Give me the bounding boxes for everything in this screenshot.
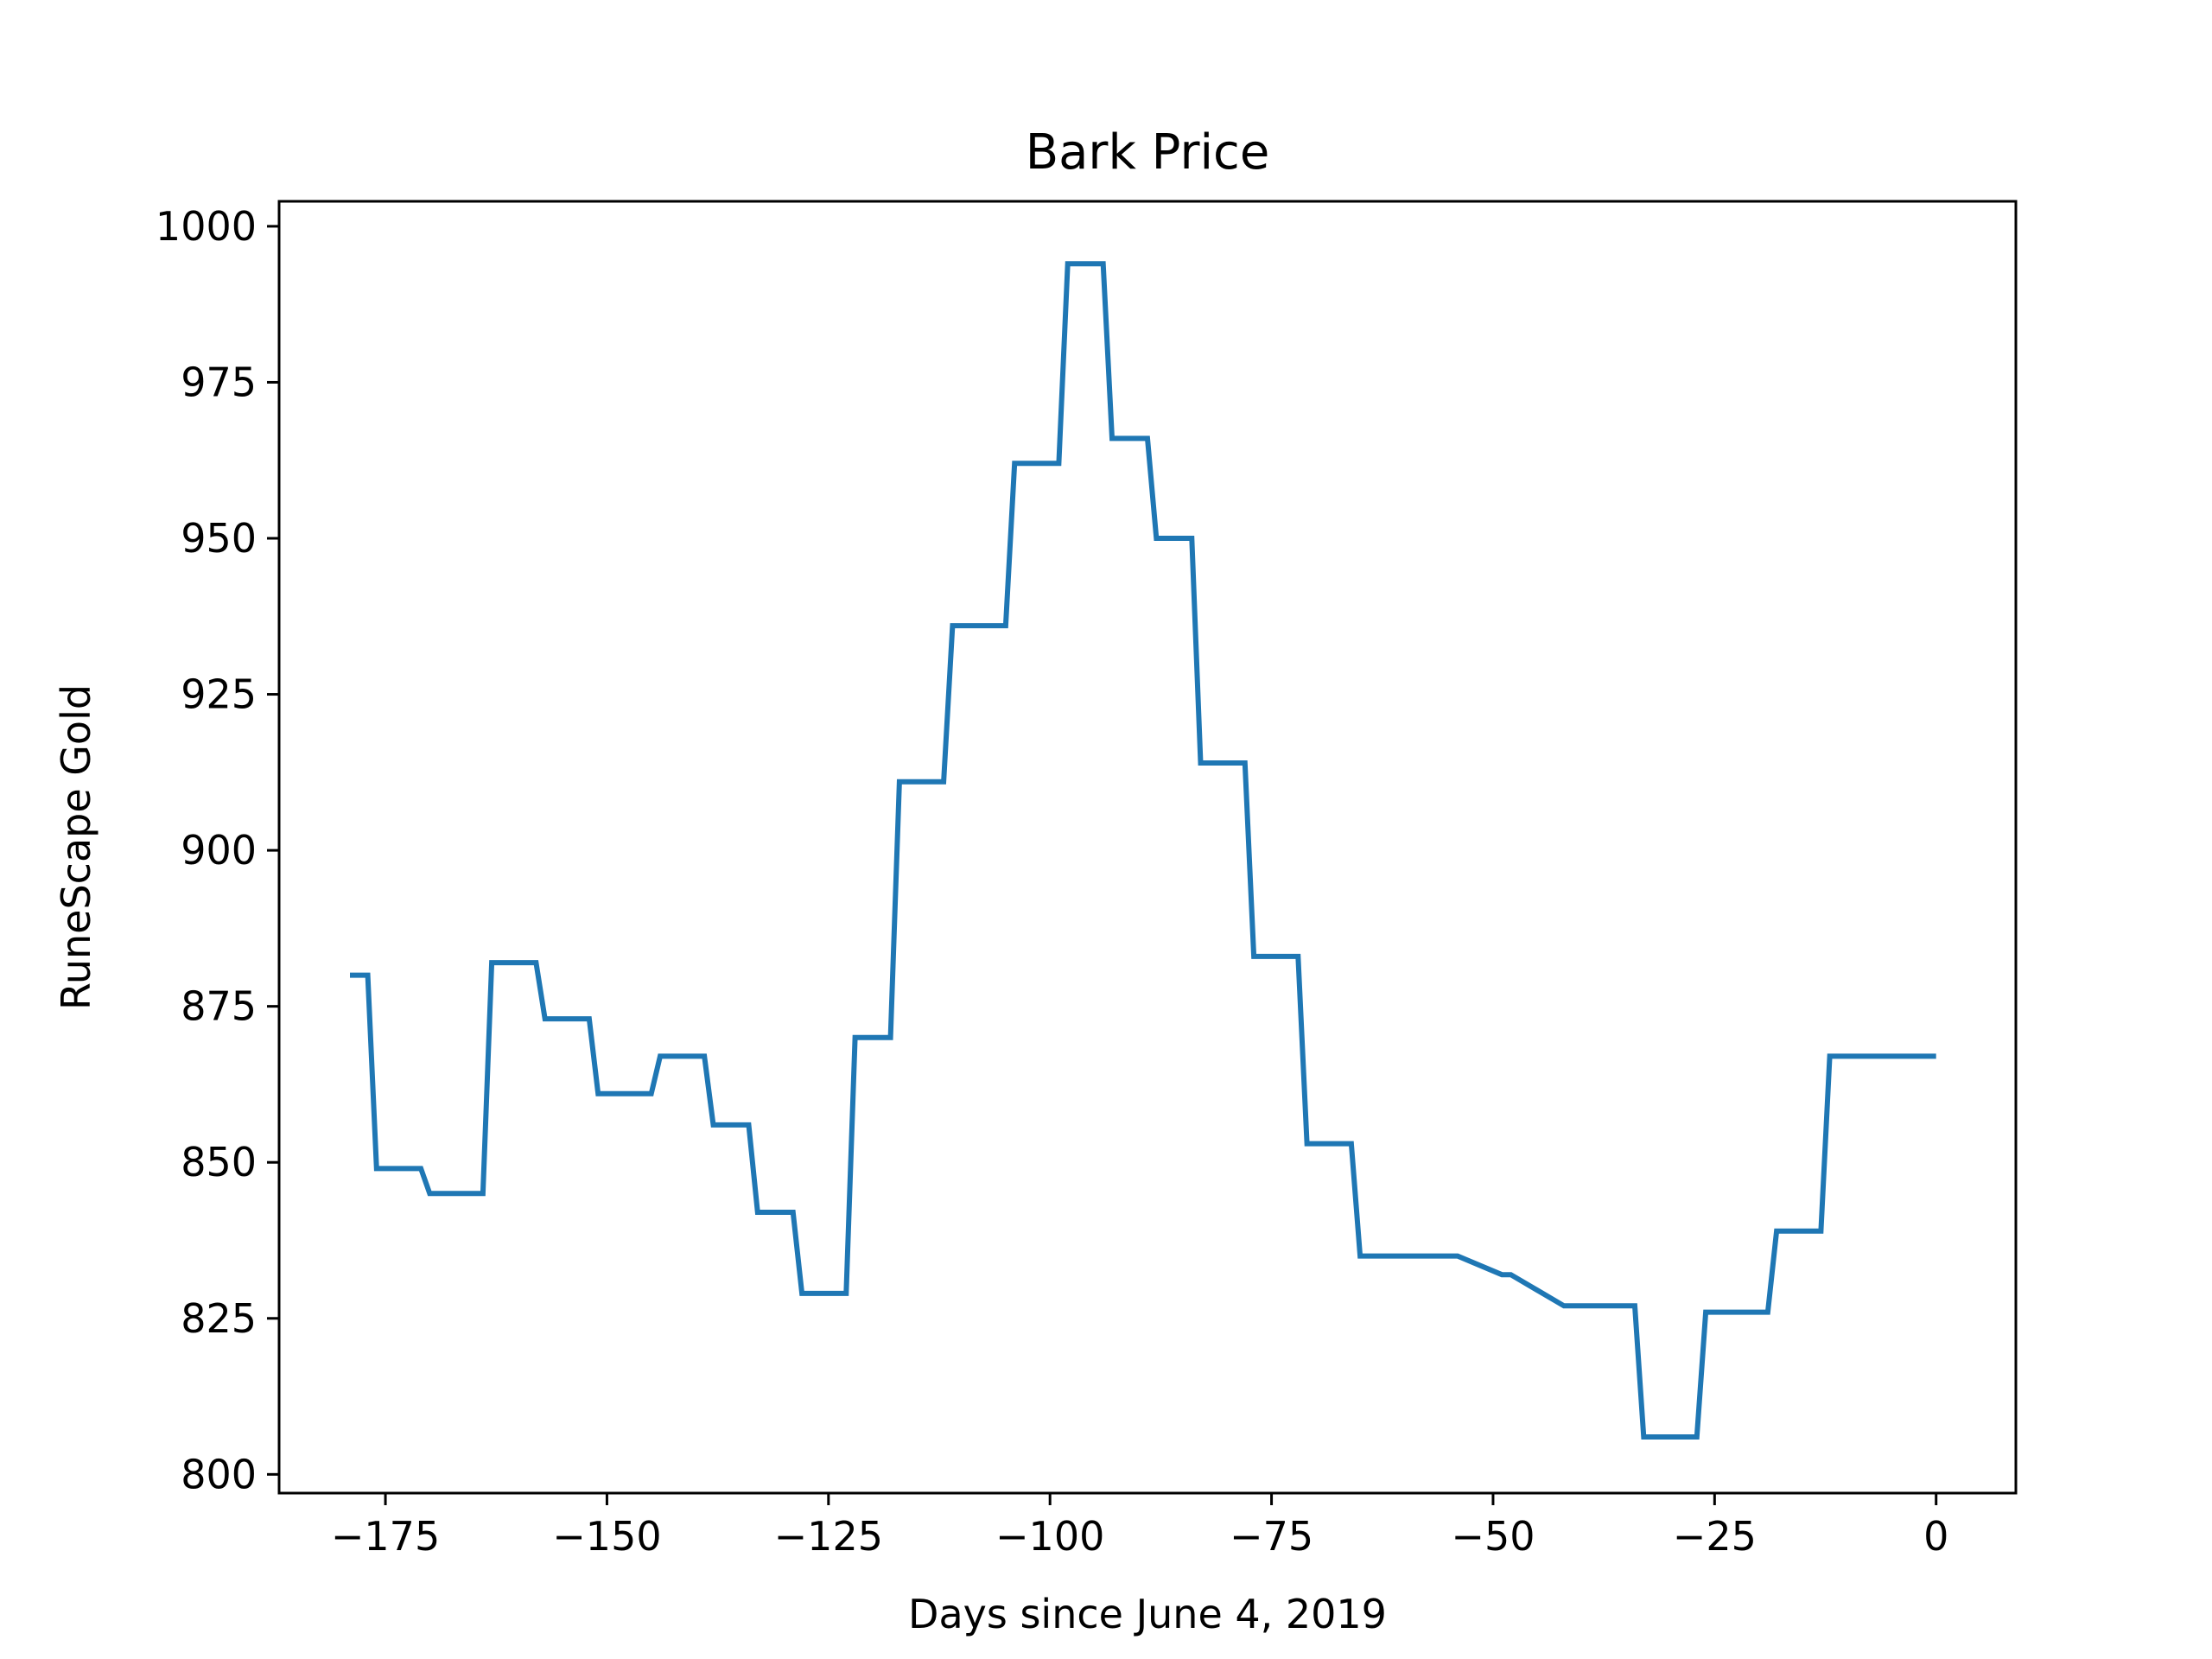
y-tick-label: 925 [181,671,257,718]
x-axis: −175 −150 −125 −100 −75 −50 −25 0 [331,1493,1948,1560]
y-tick-label: 875 [181,983,257,1030]
x-tick-label: −100 [995,1513,1104,1560]
x-tick-label: −50 [1451,1513,1535,1560]
x-tick-label: −175 [331,1513,440,1560]
x-tick-label: −150 [552,1513,661,1560]
x-tick-label: 0 [1923,1513,1948,1560]
y-tick-label: 800 [181,1451,257,1497]
x-tick-label: −25 [1673,1513,1757,1560]
y-tick-label: 900 [181,827,257,874]
plot-area [350,261,1936,1440]
y-tick-label: 825 [181,1295,257,1342]
x-tick-label: −125 [774,1513,883,1560]
y-tick-label: 1000 [156,203,257,250]
y-tick-label: 850 [181,1139,257,1185]
y-axis: 800 825 850 875 900 925 950 975 1000 [156,203,279,1497]
axes-frame [277,200,2018,1495]
y-tick-label: 950 [181,515,257,562]
series-line [350,261,1936,1440]
x-axis-label: Days since June 4, 2019 [908,1591,1387,1637]
chart-title: Bark Price [1026,124,1270,181]
y-axis-label: RuneScape Gold [53,684,99,1010]
y-tick-label: 975 [181,359,257,405]
x-tick-label: −75 [1230,1513,1313,1560]
